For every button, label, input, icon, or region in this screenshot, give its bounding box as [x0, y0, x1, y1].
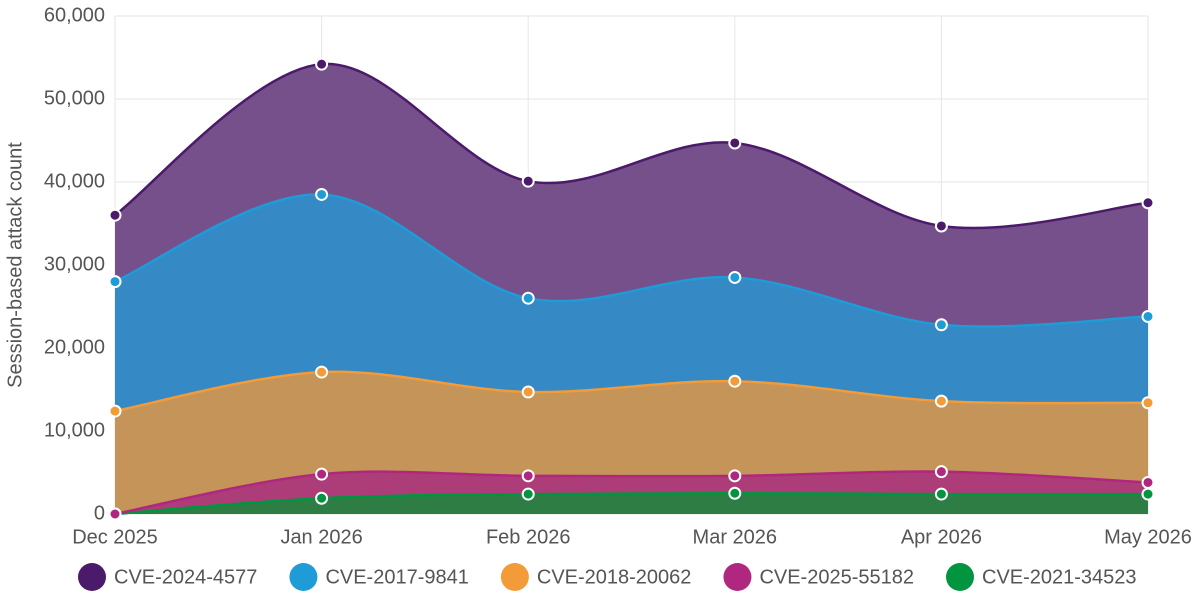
- marker: [1141, 309, 1155, 323]
- marker: [934, 394, 948, 408]
- y-tick-label: 0: [94, 502, 105, 524]
- markers: [108, 57, 1155, 521]
- legend-label: CVE-2021-34523: [982, 566, 1137, 588]
- line: [114, 62, 1149, 230]
- marker: [934, 465, 948, 479]
- marker: [728, 270, 742, 284]
- marker: [1141, 475, 1155, 489]
- x-tick-label: Apr 2026: [901, 526, 982, 548]
- legend-item[interactable]: CVE-2017-9841: [289, 563, 469, 591]
- y-tick-label: 60,000: [44, 4, 105, 26]
- y-tick-label: 20,000: [44, 336, 105, 358]
- legend-item[interactable]: CVE-2024-4577: [78, 563, 257, 591]
- marker: [728, 486, 742, 500]
- marker: [521, 385, 535, 399]
- y-axis-label: Session-based attack count: [4, 142, 26, 388]
- area: [115, 493, 1148, 514]
- x-tick-label: Mar 2026: [693, 526, 778, 548]
- area: [115, 194, 1148, 412]
- marker: [315, 491, 329, 505]
- legend-label: CVE-2018-20062: [537, 566, 692, 588]
- areas: [115, 63, 1148, 514]
- marker: [1141, 396, 1155, 410]
- legend-swatch: [78, 563, 106, 591]
- marker: [315, 57, 329, 71]
- legend-swatch: [946, 563, 974, 591]
- area: [115, 371, 1148, 514]
- legend-item[interactable]: CVE-2021-34523: [946, 563, 1137, 591]
- legend-swatch: [723, 563, 752, 591]
- marker: [728, 136, 742, 150]
- marker: [108, 208, 122, 222]
- x-tick-label: May 2026: [1104, 526, 1192, 548]
- legend-item[interactable]: CVE-2018-20062: [500, 563, 692, 591]
- marker: [1141, 196, 1155, 210]
- line: [114, 193, 1149, 328]
- lines: [114, 62, 1149, 516]
- marker: [315, 467, 329, 481]
- marker: [108, 275, 122, 289]
- line: [114, 470, 1149, 516]
- x-tick-label: Feb 2026: [486, 526, 571, 548]
- marker: [521, 291, 535, 305]
- marker: [108, 507, 122, 521]
- y-tick-label: 50,000: [44, 87, 105, 109]
- x-tick-label: Jan 2026: [280, 526, 362, 548]
- legend-label: CVE-2025-55182: [759, 566, 914, 588]
- legend-label: CVE-2024-4577: [114, 566, 257, 588]
- y-tick-label: 10,000: [44, 419, 105, 441]
- marker: [934, 487, 948, 501]
- y-tick-label: 30,000: [44, 253, 105, 275]
- area: [115, 63, 1148, 327]
- marker: [934, 219, 948, 233]
- marker: [315, 187, 329, 201]
- legend-item[interactable]: CVE-2025-55182: [723, 563, 914, 591]
- legend-swatch: [500, 563, 529, 591]
- marker: [521, 469, 535, 483]
- marker: [934, 318, 948, 332]
- line: [114, 492, 1149, 516]
- line: [114, 370, 1149, 413]
- x-tick-label: Dec 2025: [72, 526, 158, 548]
- marker: [521, 487, 535, 501]
- marker: [108, 404, 122, 418]
- marker: [521, 174, 535, 188]
- marker: [728, 469, 742, 483]
- marker: [1141, 487, 1155, 501]
- marker: [728, 374, 742, 388]
- legend-label: CVE-2017-9841: [325, 566, 468, 588]
- legend-swatch: [289, 563, 318, 591]
- y-tick-label: 40,000: [44, 170, 105, 192]
- marker: [315, 365, 329, 379]
